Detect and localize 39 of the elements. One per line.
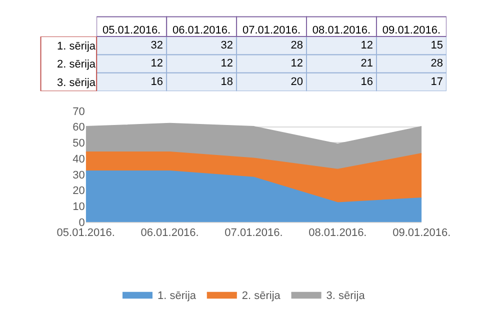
data-label: 12 [360,39,373,52]
y-tick-label: 60 [72,122,85,134]
data-label: 18 [220,76,234,88]
data-label: 28 [430,58,443,70]
y-tick-label: 20 [72,185,85,198]
data-label: 17 [430,76,443,88]
x-tick-label: 08.01.2016. [312,24,371,36]
data-label: 16 [150,76,164,88]
x-tick-label: 07.01.2016. [224,227,283,240]
x-tick-label: 07.01.2016. [242,24,301,36]
x-tick-label: 05.01.2016. [56,227,115,240]
x-tick-label: 09.01.2016. [392,227,451,240]
x-tick-label: 06.01.2016. [140,227,199,240]
data-label: 32 [150,39,164,52]
y-tick-label: 1. sērija [57,40,96,52]
y-tick-label: 50 [72,138,85,150]
legend-label: 3. sērija [326,290,366,302]
y-tick-label: 40 [72,153,85,166]
y-tick-label: 0 [78,216,85,229]
data-label: 28 [290,39,304,52]
data-label: 32 [220,39,234,52]
y-tick-label: 3. sērija [57,76,96,89]
y-tick-label: 70 [72,106,85,118]
x-tick-label: 08.01.2016. [308,227,367,240]
x-tick-label: 06.01.2016. [172,24,231,36]
data-label: 21 [360,58,373,70]
data-label: 12 [150,58,164,70]
data-label: 20 [290,76,304,88]
legend-label: 2. sērija [242,290,282,302]
x-tick-label: 05.01.2016. [102,24,161,36]
y-tick-label: 10 [72,201,85,213]
x-tick-label: 09.01.2016. [382,24,441,36]
data-label: 12 [220,58,234,70]
data-label: 16 [360,76,373,88]
legend-label: 1. sērija [158,290,197,302]
data-label: 12 [290,58,304,70]
y-tick-label: 30 [72,169,85,182]
y-tick-label: 2. sērija [57,58,96,71]
data-label: 15 [430,39,443,52]
